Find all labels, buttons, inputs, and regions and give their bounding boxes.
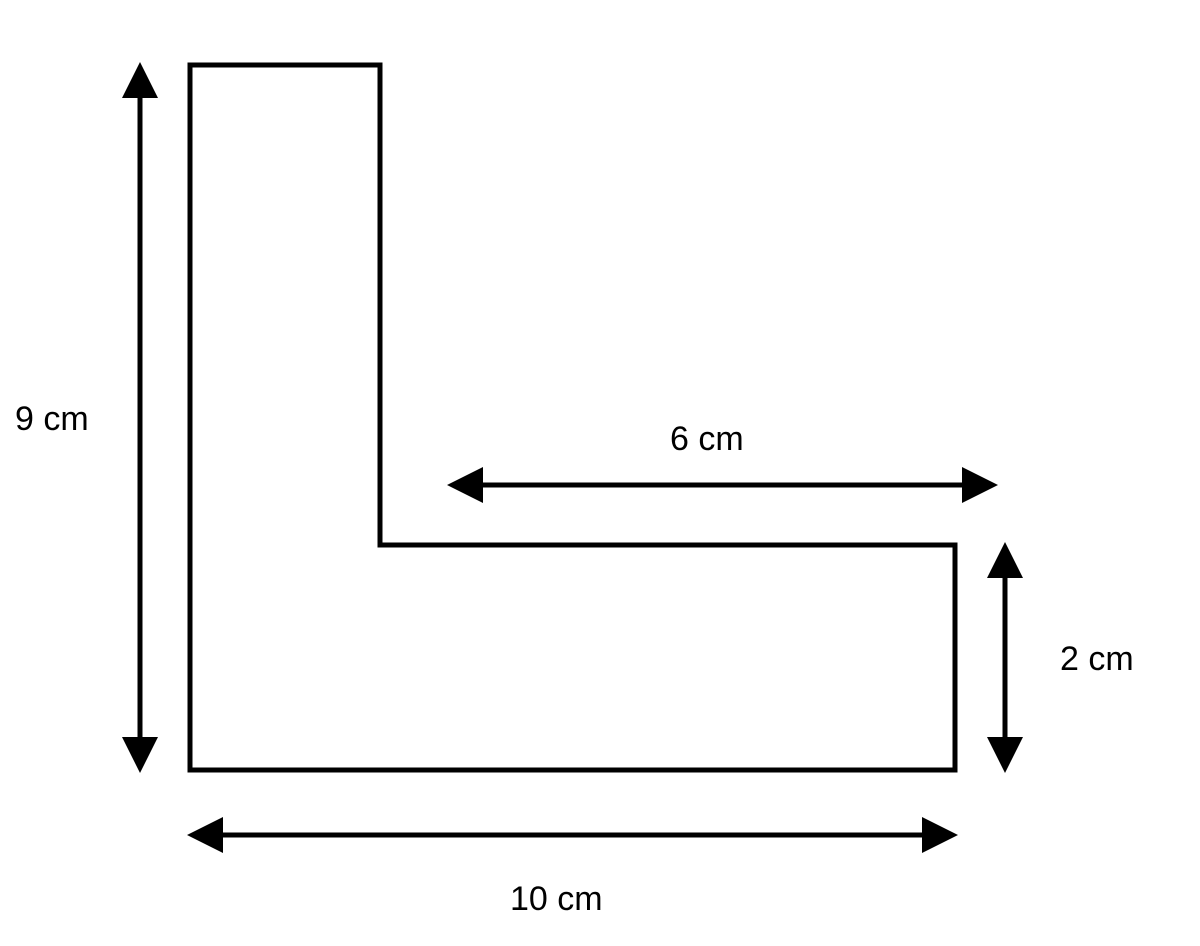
diagram-svg [0,0,1200,946]
label-2cm: 2 cm [1060,640,1134,679]
label-9cm: 9 cm [15,400,89,439]
l-shape-diagram: 9 cm 6 cm 2 cm 10 cm [0,0,1200,946]
dimension-arrow-6cm [447,467,998,503]
dimension-arrow-2cm [987,542,1023,773]
l-shape-polygon [190,65,955,770]
label-10cm: 10 cm [510,880,603,919]
dimension-arrow-9cm [122,62,158,773]
dimension-arrow-10cm [187,817,958,853]
label-6cm: 6 cm [670,420,744,459]
